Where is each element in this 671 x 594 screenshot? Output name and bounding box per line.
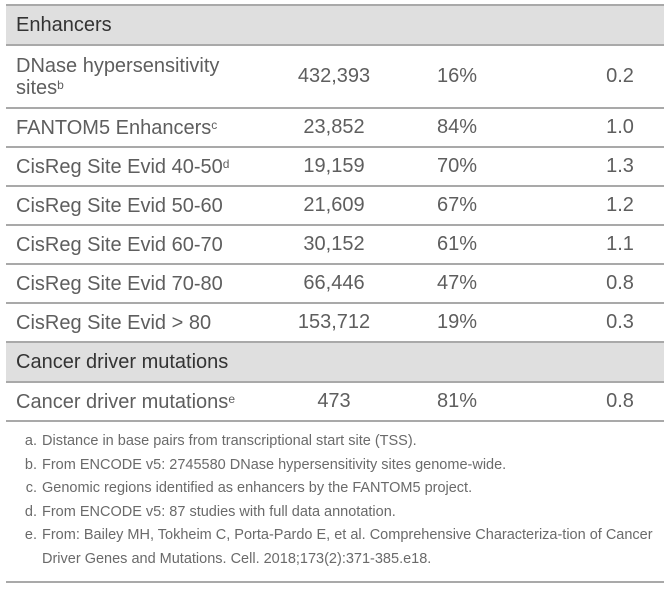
row-label: FANTOM5 Enhancersc [6,108,268,148]
row-label: Cancer driver mutationse [6,382,268,422]
value-cell: 1.0 [526,108,664,148]
count-cell: 21,609 [268,186,408,226]
footnote-ref: c [211,117,218,132]
section-header-cancer-driver-mutations: Cancer driver mutations [6,341,664,383]
section-title: Enhancers [6,4,664,46]
footnote-mark: c. [25,480,37,496]
section-header-enhancers: Enhancers [6,4,664,46]
footnote-c: c. Genomic regions identified as enhance… [6,477,664,501]
percent-cell: 81% [408,382,526,422]
percent-cell: 47% [408,264,526,304]
row-label: CisReg Site Evid 40-50d [6,147,268,187]
row-label: CisReg Site Evid 70-80 [6,264,268,304]
footnote-text: Genomic regions identified as enhancers … [42,480,473,496]
row-label: CisReg Site Evid 60-70 [6,225,268,265]
row-label: CisReg Site Evid 50-60 [6,186,268,226]
table-row: CisReg Site Evid 70-80 66,446 47% 0.8 [6,264,664,304]
value-cell: 0.3 [526,303,664,343]
percent-cell: 16% [408,45,526,109]
footnote-b: b. From ENCODE v5: 2745580 DNase hyperse… [6,454,664,478]
footnote-text: From ENCODE v5: 87 studies with full dat… [42,503,396,520]
footnote-ref: e [228,391,235,406]
table-row: CisReg Site Evid 50-60 21,609 67% 1.2 [6,186,664,226]
footnote-ref: d [222,156,230,171]
footnote-mark: e. [24,527,37,543]
value-cell: 0.2 [526,45,664,109]
table-row: CisReg Site Evid > 80 153,712 19% 0.3 [6,303,664,343]
percent-cell: 19% [408,303,526,343]
value-cell: 0.8 [526,264,664,304]
footnote-a: a. Distance in base pairs from transcrip… [6,430,664,454]
footnote-text: From: Bailey MH, Tokheim C, Porta-Pardo … [42,527,653,567]
count-cell: 432,393 [268,45,408,109]
percent-cell: 84% [408,108,526,148]
section-title: Cancer driver mutations [6,341,664,383]
value-cell: 1.2 [526,186,664,226]
row-label: CisReg Site Evid > 80 [6,303,268,343]
count-cell: 153,712 [268,303,408,343]
value-cell: 1.3 [526,147,664,187]
table-row: Cancer driver mutationse 473 81% 0.8 [6,382,664,422]
value-cell: 1.1 [526,225,664,265]
footnote-text: Distance in base pairs from transcriptio… [42,433,417,449]
footnote-mark: d. [24,503,37,520]
table-row: FANTOM5 Enhancersc 23,852 84% 1.0 [6,108,664,148]
count-cell: 473 [268,382,408,422]
percent-cell: 67% [408,186,526,226]
enhancer-statistics-table: Enhancers DNase hypersensitivity sitesb … [6,4,664,422]
data-table-container: Enhancers DNase hypersensitivity sitesb … [6,4,664,422]
count-cell: 23,852 [268,108,408,148]
footnote-ref: b [57,77,64,92]
row-label: DNase hypersensitivity sitesb [6,45,268,109]
footnotes: a. Distance in base pairs from transcrip… [6,430,664,583]
percent-cell: 70% [408,147,526,187]
percent-cell: 61% [408,225,526,265]
footnote-text: From ENCODE v5: 2745580 DNase hypersensi… [42,456,507,473]
value-cell: 0.8 [526,382,664,422]
footnote-mark: b. [24,456,37,473]
footnote-e: e. From: Bailey MH, Tokheim C, Porta-Par… [6,524,664,571]
count-cell: 66,446 [268,264,408,304]
table-row: CisReg Site Evid 60-70 30,152 61% 1.1 [6,225,664,265]
footnote-mark: a. [24,433,37,449]
footnote-d: d. From ENCODE v5: 87 studies with full … [6,501,664,525]
table-row: CisReg Site Evid 40-50d 19,159 70% 1.3 [6,147,664,187]
count-cell: 30,152 [268,225,408,265]
table-row: DNase hypersensitivity sitesb 432,393 16… [6,45,664,109]
count-cell: 19,159 [268,147,408,187]
